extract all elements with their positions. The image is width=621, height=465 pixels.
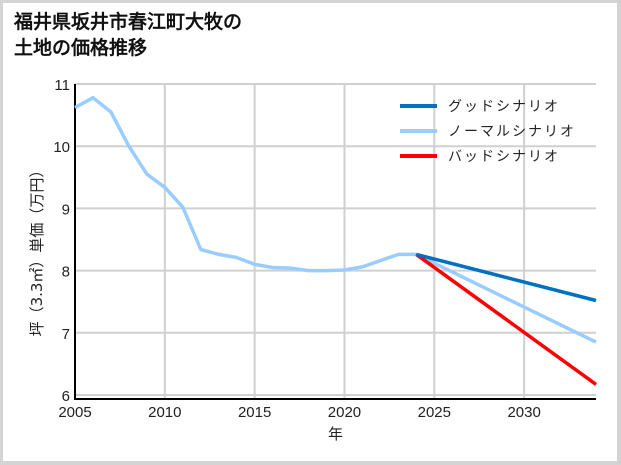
- series-line-2: [415, 252, 598, 386]
- y-tick-label: 6: [62, 388, 70, 405]
- x-tick-label: 2025: [418, 404, 451, 421]
- x-tick-label: 2030: [507, 404, 540, 421]
- series-line-0: [415, 252, 597, 303]
- x-tick-label: 2005: [58, 404, 91, 421]
- y-tick-label: 7: [62, 326, 70, 343]
- legend-label: バッドシナリオ: [448, 149, 560, 165]
- x-axis-label: 年: [328, 425, 343, 443]
- y-tick-label: 9: [62, 201, 70, 218]
- x-tick-label: 2010: [148, 404, 181, 421]
- y-tick-label: 11: [54, 77, 70, 94]
- y-tick-label: 10: [53, 139, 70, 156]
- legend-label: ノーマルシナリオ: [448, 124, 576, 140]
- chart-title: 福井県坂井市春江町大牧の 土地の価格推移: [14, 9, 242, 61]
- x-tick-label: 2015: [238, 404, 271, 421]
- y-tick-label: 8: [62, 264, 70, 281]
- title-line-2: 土地の価格推移: [14, 37, 148, 59]
- y-axis-label: 坪（3.3㎡）単価（万円）: [28, 163, 46, 337]
- series-line-1: [74, 95, 597, 344]
- chart-panel: [3, 3, 617, 461]
- legend-label: グッドシナリオ: [448, 99, 560, 115]
- x-tick-label: 2020: [328, 404, 361, 421]
- title-line-1: 福井県坂井市春江町大牧の: [14, 11, 243, 33]
